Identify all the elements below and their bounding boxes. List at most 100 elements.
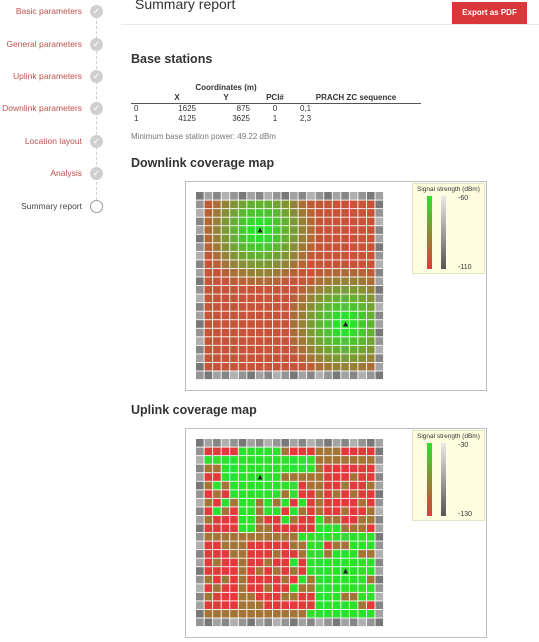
map-cell	[298, 345, 307, 354]
map-cell	[264, 200, 273, 209]
export-pdf-button[interactable]: Export as PDF	[452, 2, 527, 24]
map-cell	[255, 362, 264, 371]
sidebar-step[interactable]: Analysis ✓	[0, 166, 118, 182]
map-cell	[255, 192, 264, 200]
map-cell	[213, 456, 221, 464]
map-cell	[290, 541, 298, 550]
map-cell	[247, 515, 255, 524]
map-cell	[290, 320, 298, 328]
map-cell	[230, 209, 238, 217]
map-cell	[358, 567, 367, 575]
map-cell	[341, 558, 349, 567]
map-cell	[272, 200, 281, 209]
map-cell	[221, 362, 230, 371]
map-cell	[332, 609, 341, 618]
sidebar-step-label: Location layout	[24, 136, 82, 146]
map-cell	[366, 481, 375, 490]
map-cell	[221, 243, 230, 251]
map-cell	[307, 456, 315, 464]
map-cell	[247, 507, 255, 516]
map-cell	[366, 303, 375, 311]
map-cell	[204, 490, 213, 498]
map-cell	[366, 584, 375, 592]
map-cell	[255, 498, 264, 507]
map-cell	[238, 550, 247, 558]
map-cell	[221, 328, 230, 337]
map-cell	[332, 541, 341, 550]
sidebar-step[interactable]: Downlink parameters ✓	[0, 101, 118, 117]
map-cell	[247, 618, 255, 627]
map-cell	[264, 609, 273, 618]
map-cell	[230, 601, 238, 610]
map-cell	[349, 260, 358, 269]
map-cell	[375, 464, 384, 473]
map-cell	[204, 234, 213, 243]
base-station-marker-icon	[257, 474, 263, 480]
map-cell	[290, 226, 298, 234]
map-cell	[324, 618, 332, 627]
map-cell	[358, 439, 367, 447]
map-cell	[238, 234, 247, 243]
map-cell	[230, 464, 238, 473]
map-cell	[255, 260, 264, 269]
map-cell	[315, 268, 324, 277]
map-cell	[255, 320, 264, 328]
table-row: 1 4125 3625 1 2,3	[131, 114, 421, 124]
map-cell	[298, 601, 307, 610]
map-cell	[221, 286, 230, 294]
map-cell	[358, 490, 367, 498]
map-cell	[264, 481, 273, 490]
map-cell	[315, 260, 324, 269]
map-cell	[332, 337, 341, 345]
map-cell	[332, 226, 341, 234]
map-cell	[264, 217, 273, 226]
sidebar-step[interactable]: General parameters ✓	[0, 37, 118, 53]
map-cell	[324, 456, 332, 464]
map-cell	[298, 226, 307, 234]
map-cell	[307, 515, 315, 524]
map-cell	[230, 200, 238, 209]
map-cell	[298, 200, 307, 209]
map-cell	[204, 303, 213, 311]
map-cell	[221, 234, 230, 243]
map-cell	[366, 192, 375, 200]
map-cell	[221, 354, 230, 363]
table-cell: 0	[134, 104, 139, 113]
map-cell	[298, 464, 307, 473]
map-cell	[307, 498, 315, 507]
map-cell	[324, 328, 332, 337]
map-cell	[213, 524, 221, 533]
map-cell	[213, 490, 221, 498]
sidebar-step[interactable]: Uplink parameters ✓	[0, 69, 118, 85]
sidebar-step[interactable]: Basic parameters ✓	[0, 4, 118, 20]
map-cell	[366, 473, 375, 481]
sidebar-step[interactable]: Summary report	[0, 199, 118, 215]
map-cell	[358, 192, 367, 200]
map-cell	[264, 260, 273, 269]
map-cell	[307, 337, 315, 345]
map-cell	[290, 533, 298, 541]
map-cell	[349, 311, 358, 320]
map-cell	[230, 541, 238, 550]
map-cell	[213, 464, 221, 473]
map-cell	[358, 456, 367, 464]
map-cell	[366, 507, 375, 516]
map-cell	[307, 209, 315, 217]
map-cell	[332, 456, 341, 464]
map-cell	[247, 328, 255, 337]
map-cell	[349, 286, 358, 294]
map-cell	[281, 473, 290, 481]
map-cell	[341, 601, 349, 610]
map-cell	[332, 200, 341, 209]
map-cell	[264, 601, 273, 610]
map-cell	[204, 209, 213, 217]
map-cell	[349, 294, 358, 303]
sidebar-step[interactable]: Location layout ✓	[0, 134, 118, 150]
map-cell	[341, 575, 349, 584]
map-cell	[247, 592, 255, 601]
map-cell	[255, 456, 264, 464]
map-cell	[298, 550, 307, 558]
map-cell	[290, 609, 298, 618]
map-cell	[281, 447, 290, 456]
legend-min: -110	[458, 264, 472, 271]
